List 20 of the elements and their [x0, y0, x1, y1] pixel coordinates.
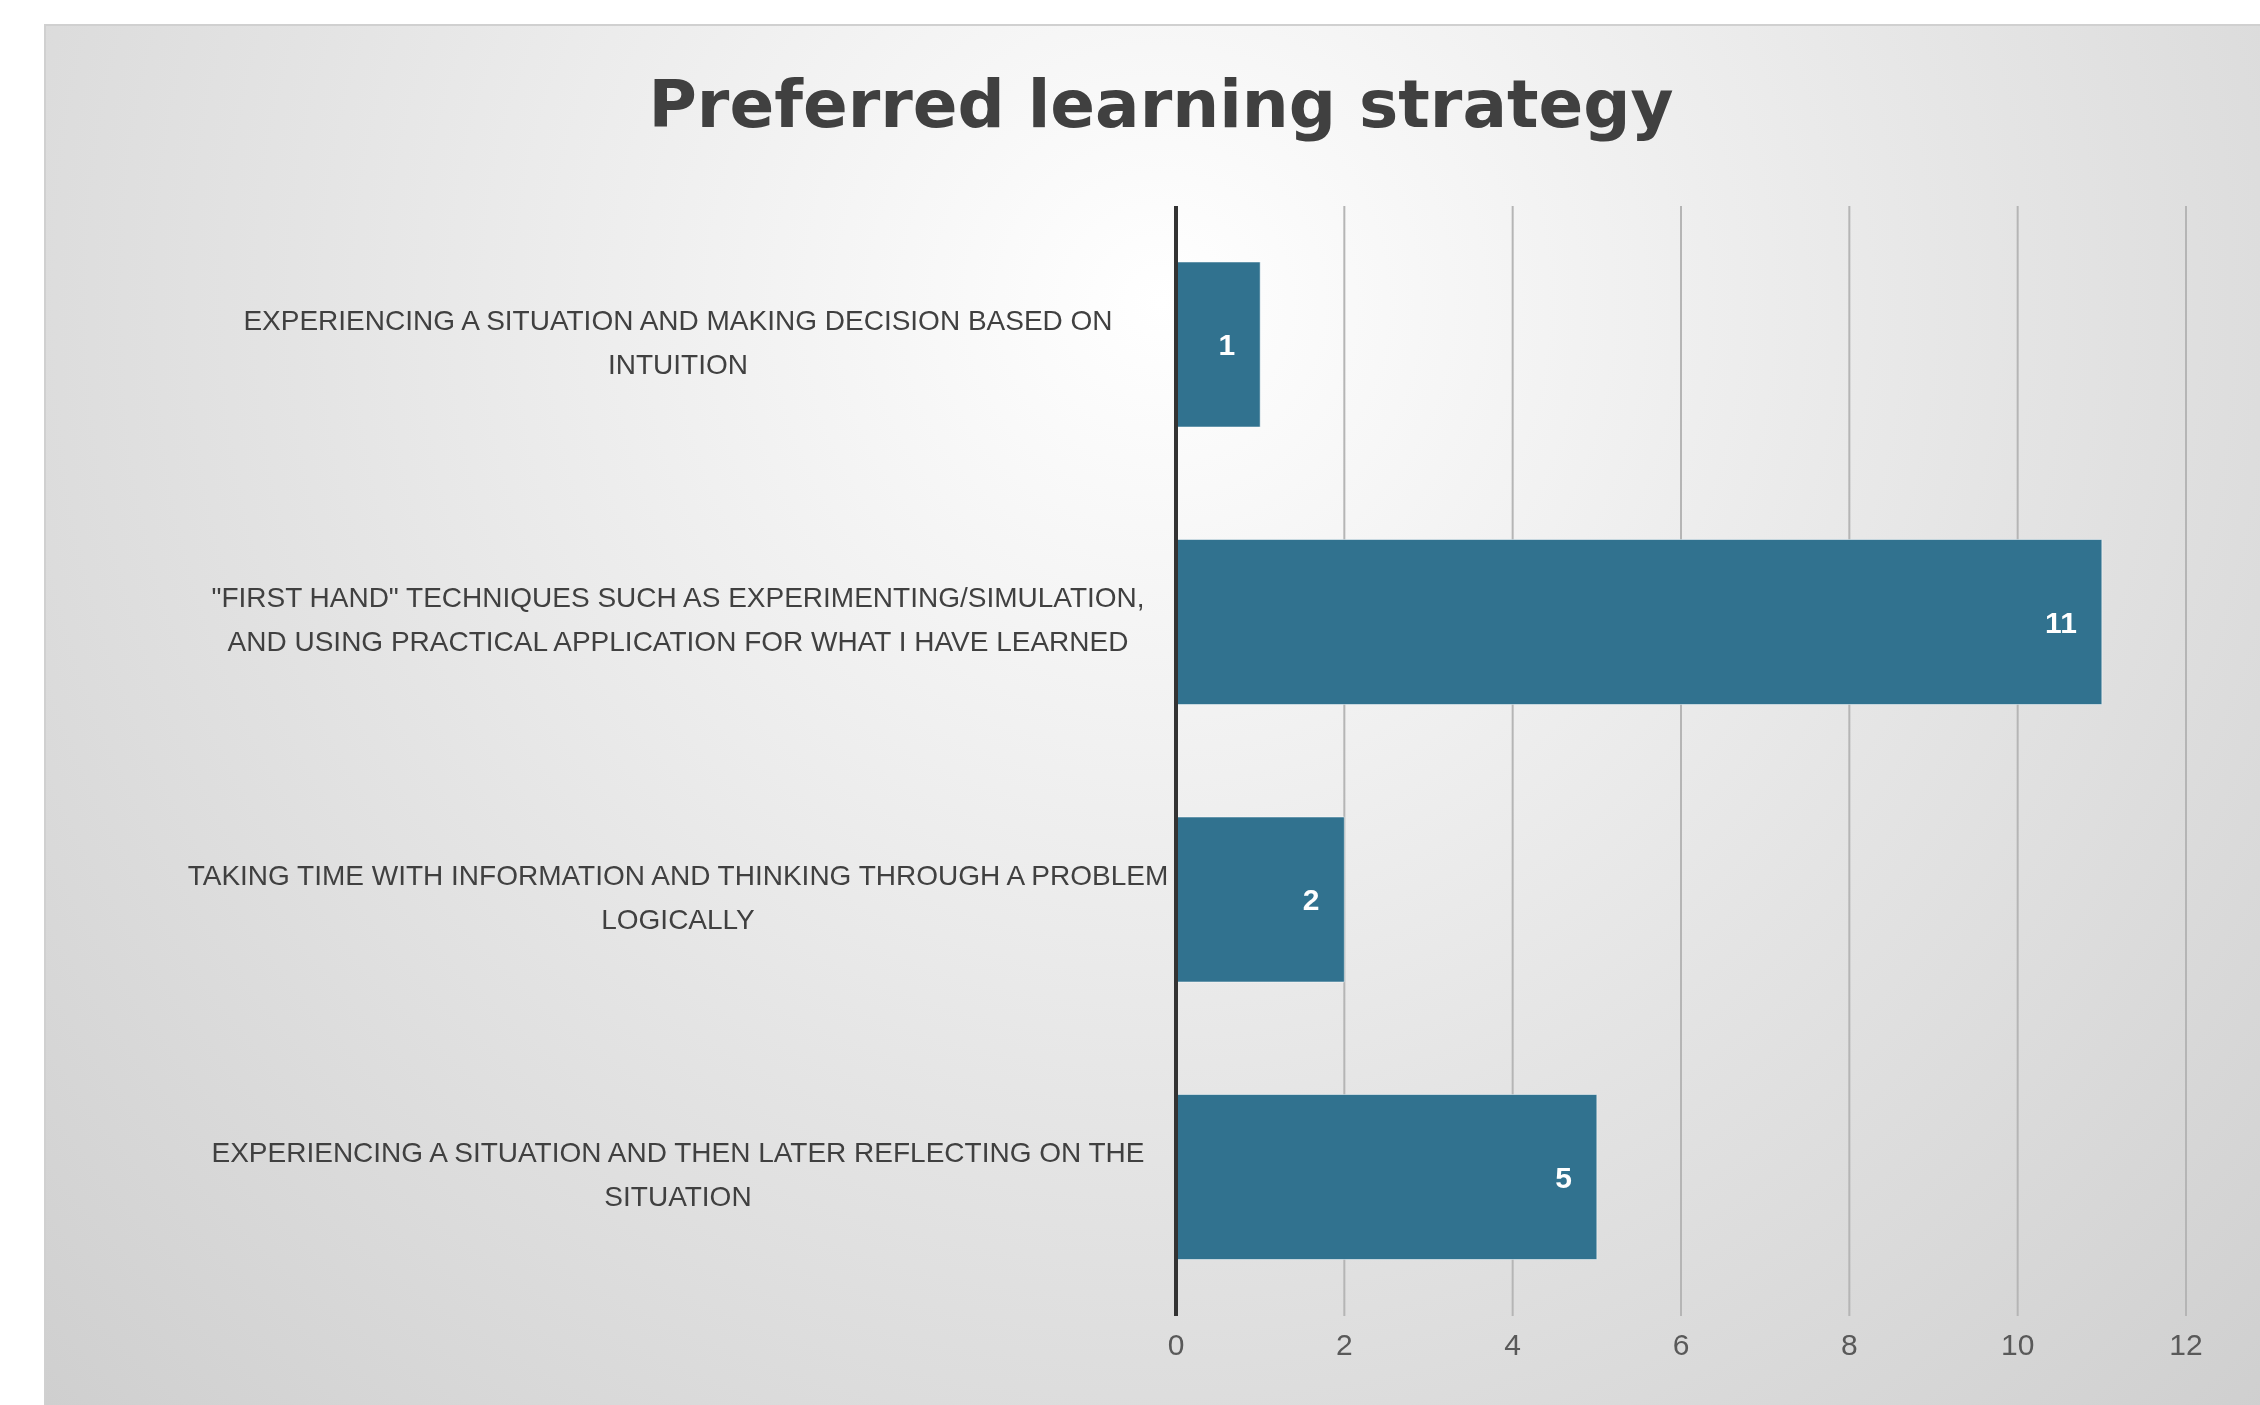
bar [1176, 1094, 1598, 1260]
chart-title: Preferred learning strategy [647, 65, 1675, 145]
x-tick-label: 12 [2169, 1328, 2203, 1362]
bar [1176, 816, 1345, 983]
x-tick-label: 4 [1504, 1328, 1522, 1362]
x-tick-label: 2 [1335, 1328, 1353, 1362]
data-label: 5 [1555, 1160, 1572, 1194]
data-label: 2 [1302, 883, 1320, 917]
bar [1176, 261, 1261, 428]
y-tick-label: EXPERIENCING A SITUATION AND MAKING DECISION BASED ON INTUITION [243, 305, 1113, 381]
x-tick-label: 0 [1167, 1328, 1185, 1362]
data-label: 11 [2045, 605, 2077, 639]
y-tick-label: EXPERIENCING A SITUATION AND THEN LATER REFLECTING ON THE SITUATION [211, 1137, 1145, 1213]
y-tick-label: TAKING TIME WITH INFORMATION AND THINKING THROUGH A PROBLEM LOGICALLY [187, 860, 1169, 936]
bar [1176, 539, 2103, 705]
y-tick-label: "FIRST HAND" TECHNIQUES SUCH AS EXPERIMENTING/SIMULATION, AND USING PRACTICAL APPLICATION FOR WHAT I HAVE LEARNED [211, 582, 1145, 658]
data-label: 1 [1218, 328, 1236, 362]
x-tick-label: 10 [2000, 1328, 2035, 1362]
x-tick-label: 8 [1840, 1328, 1858, 1362]
x-tick-label: 6 [1672, 1328, 1690, 1362]
